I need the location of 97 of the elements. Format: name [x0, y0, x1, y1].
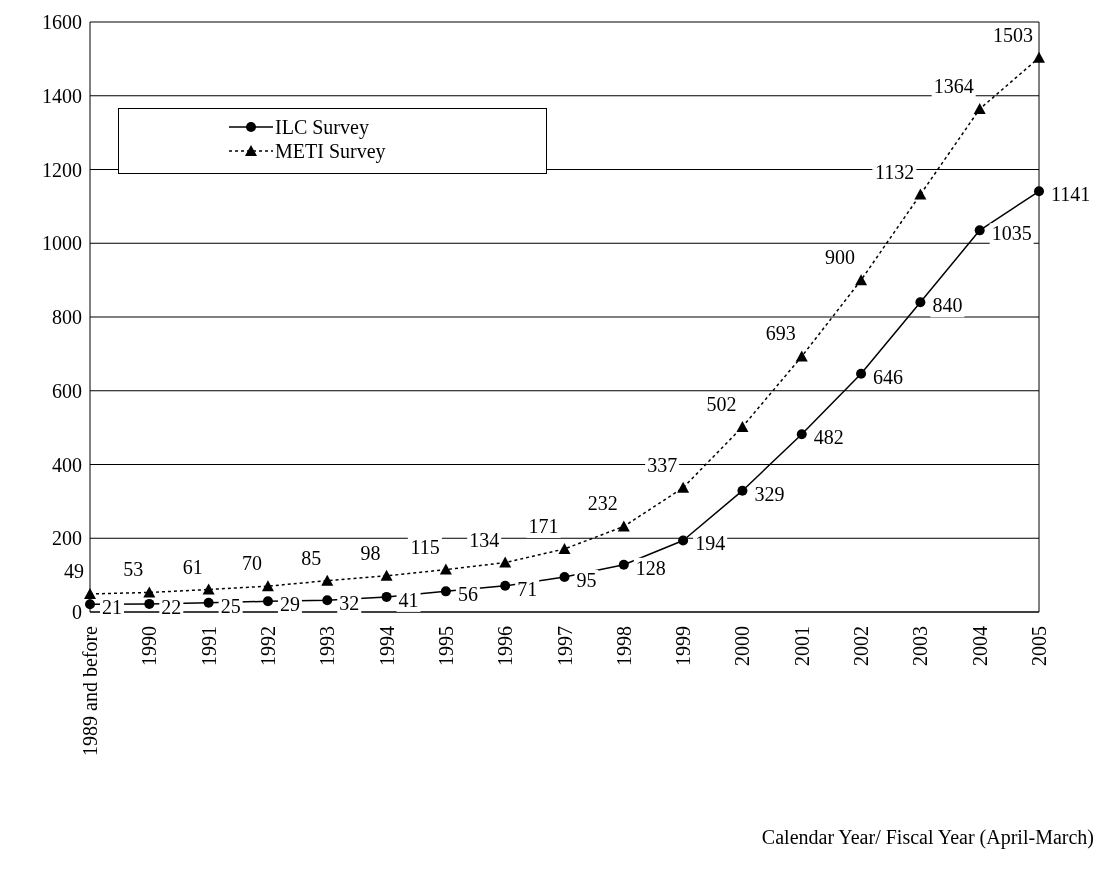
data-label: 840 — [932, 294, 963, 317]
x-tick-label: 2000 — [731, 626, 754, 666]
data-label: 22 — [161, 595, 182, 618]
point — [202, 583, 215, 595]
x-tick-label: 1993 — [316, 626, 339, 666]
data-label: 1364 — [933, 75, 974, 98]
legend-label: METI Survey — [275, 139, 386, 163]
y-tick-label: 200 — [52, 527, 82, 550]
x-tick-label: 1996 — [494, 626, 517, 666]
point — [795, 350, 808, 362]
point — [618, 559, 629, 570]
data-label: 61 — [182, 555, 203, 578]
x-tick-label: 1994 — [375, 626, 398, 666]
point — [381, 591, 392, 602]
point — [914, 188, 927, 200]
y-tick-label: 1600 — [42, 11, 82, 34]
data-label: 1503 — [993, 23, 1033, 46]
data-label: 71 — [517, 577, 538, 600]
x-tick-label: 1991 — [197, 626, 220, 666]
point — [262, 596, 273, 607]
y-tick-label: 1400 — [42, 84, 82, 107]
data-label: 1132 — [875, 160, 915, 183]
data-label: 56 — [457, 583, 478, 606]
x-tick-label: 1989 and before — [79, 625, 101, 756]
point — [322, 595, 333, 606]
data-label: 21 — [102, 596, 122, 619]
x-tick-label: 2002 — [850, 626, 873, 666]
legend-label: ILC Survey — [275, 115, 369, 139]
y-tick-label: 0 — [72, 601, 82, 624]
y-tick-label: 600 — [52, 379, 82, 402]
point — [855, 274, 868, 286]
point — [85, 599, 95, 610]
point — [143, 586, 156, 598]
point — [973, 103, 986, 115]
y-tick-label: 400 — [52, 453, 82, 476]
point — [915, 297, 926, 308]
data-label: 115 — [410, 535, 440, 558]
data-label: 232 — [587, 492, 618, 515]
point — [500, 580, 511, 591]
data-label: 646 — [873, 365, 904, 388]
x-axis-title: Calendar Year/ Fiscal Year (April-March) — [761, 826, 1094, 849]
data-label: 329 — [754, 482, 785, 505]
data-label: 194 — [695, 532, 726, 555]
point — [559, 571, 570, 582]
data-label: 49 — [64, 559, 84, 582]
point — [678, 535, 689, 546]
data-label: 98 — [360, 541, 381, 564]
point — [1034, 186, 1044, 197]
point — [321, 574, 334, 586]
point — [380, 569, 393, 581]
data-label: 70 — [241, 552, 262, 575]
x-tick-label: 1999 — [672, 626, 695, 666]
point — [499, 556, 512, 568]
x-tick-label: 1995 — [434, 626, 457, 666]
data-label: 900 — [825, 246, 856, 269]
data-label: 128 — [635, 556, 666, 579]
point — [617, 520, 630, 532]
data-label: 171 — [528, 514, 559, 537]
x-tick-label: 1998 — [612, 626, 635, 666]
x-tick-label: 2005 — [1028, 626, 1050, 666]
point — [558, 542, 571, 554]
data-label: 134 — [469, 528, 500, 551]
data-label: 95 — [576, 568, 597, 591]
data-label: 1035 — [991, 222, 1032, 245]
point — [796, 429, 807, 440]
x-tick-label: 2001 — [790, 626, 813, 666]
y-tick-label: 800 — [52, 306, 82, 329]
y-tick-label: 1200 — [42, 158, 82, 181]
point — [1033, 51, 1045, 63]
data-label: 85 — [301, 546, 322, 569]
point — [84, 587, 96, 599]
x-tick-label: 1990 — [138, 626, 161, 666]
data-label: 502 — [706, 392, 737, 415]
point — [439, 563, 452, 575]
y-tick-label: 1000 — [42, 232, 82, 255]
point — [856, 368, 867, 379]
x-tick-label: 1997 — [553, 626, 576, 666]
data-label: 41 — [398, 588, 419, 611]
point — [974, 225, 985, 236]
data-label: 53 — [123, 558, 144, 581]
point — [144, 598, 155, 609]
x-tick-label: 2004 — [968, 626, 991, 666]
data-label: 25 — [220, 594, 241, 617]
data-label: 693 — [765, 322, 796, 345]
point — [677, 481, 690, 493]
point — [440, 586, 451, 597]
point — [736, 420, 749, 432]
point — [203, 597, 214, 608]
data-label: 1141 — [1051, 183, 1091, 206]
data-label: 29 — [279, 593, 300, 616]
data-label: 337 — [647, 453, 678, 476]
point — [261, 580, 274, 592]
x-tick-label: 2003 — [909, 626, 932, 666]
data-label: 482 — [813, 426, 844, 449]
data-label: 32 — [339, 592, 360, 615]
point — [737, 485, 748, 496]
x-tick-label: 1992 — [256, 626, 279, 666]
